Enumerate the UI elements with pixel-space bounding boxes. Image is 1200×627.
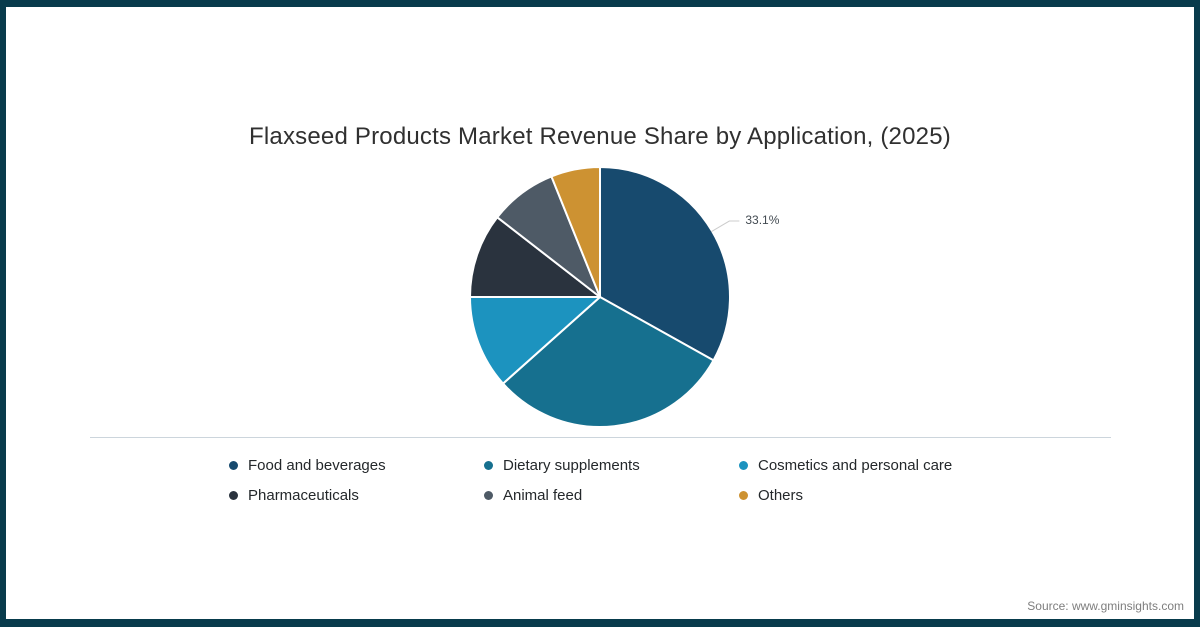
data-label: 33.1% (745, 213, 779, 227)
legend-item-food-and-beverages[interactable]: Food and beverages (229, 455, 386, 475)
source-attribution: Source: www.gminsights.com (1027, 599, 1184, 613)
pie-chart: 33.1% (469, 166, 780, 428)
legend-marker-animal-feed (484, 490, 493, 500)
data-label-connector (710, 220, 740, 233)
legend-marker-dietary-supplements (484, 460, 493, 470)
pie-slice-pharmaceuticals[interactable] (469, 216, 601, 298)
pie-slice-cosmetics-and-personal-care[interactable] (469, 296, 601, 385)
legend-divider (90, 437, 1111, 438)
legend-item-cosmetics-and-personal-care[interactable]: Cosmetics and personal care (739, 455, 952, 475)
legend-item-others[interactable]: Others (739, 485, 803, 505)
legend-label: Food and beverages (248, 456, 386, 474)
legend-item-animal-feed[interactable]: Animal feed (484, 485, 582, 505)
chart-canvas: Flaxseed Products Market Revenue Share b… (6, 7, 1194, 619)
legend-item-dietary-supplements[interactable]: Dietary supplements (484, 455, 640, 475)
legend-label: Others (758, 486, 804, 504)
legend-marker-pharmaceuticals (229, 490, 238, 500)
legend-marker-cosmetics-and-personal-care (739, 460, 748, 470)
legend-label: Animal feed (503, 486, 583, 504)
legend-marker-others (739, 490, 748, 500)
legend-label: Pharmaceuticals (248, 486, 359, 504)
legend-marker-food-and-beverages (229, 460, 238, 470)
chart-title: Flaxseed Products Market Revenue Share b… (249, 123, 951, 150)
pie-slice-dietary-supplements[interactable] (502, 296, 715, 428)
legend-label: Cosmetics and personal care (758, 456, 953, 474)
legend-label: Dietary supplements (503, 456, 640, 474)
pie-slice-others[interactable] (550, 166, 601, 298)
legend-item-pharmaceuticals[interactable]: Pharmaceuticals (229, 485, 359, 505)
